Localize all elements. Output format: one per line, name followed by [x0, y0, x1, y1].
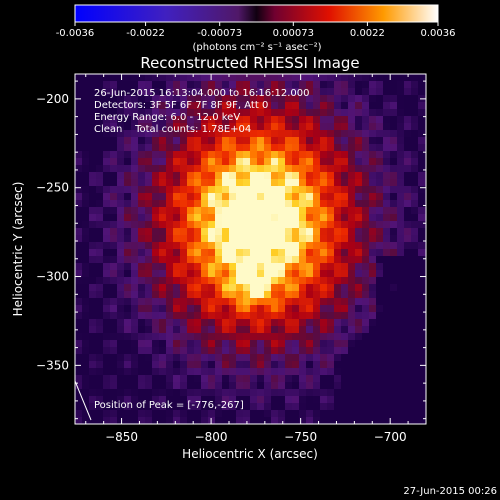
annotation-energy-range: Energy Range: 6.0 - 12.0 keV: [94, 112, 240, 123]
colorbar-tick-label: 0.0022: [350, 28, 385, 39]
colorbar-tick-label: -0.00073: [197, 28, 242, 39]
x-tick-label: −800: [195, 430, 228, 444]
colorbar-tick-label: 0.0036: [421, 28, 456, 39]
footer-timestamp: 27-Jun-2015 00:26: [403, 486, 497, 497]
annotation-clean-counts: Clean Total counts: 1.78E+04: [94, 124, 251, 135]
plot-frame: [74, 73, 427, 425]
annotation-detectors: Detectors: 3F 5F 6F 7F 8F 9F, Att 0: [94, 100, 268, 111]
annotation-peak-position: Position of Peak = [-776,-267]: [94, 400, 244, 411]
x-axis-label: Heliocentric X (arcsec): [182, 447, 318, 461]
y-tick-label: −350: [36, 358, 69, 372]
heatmap-image: [75, 74, 426, 424]
colorbar-unit-label: (photons cm⁻² s⁻¹ asec⁻²): [192, 42, 321, 53]
axes: −850 −800 −750 −700 −200 −250 −300 −350: [36, 74, 426, 444]
y-axis-label: Heliocentric Y (arcsec): [11, 182, 25, 317]
x-tick-label: −700: [374, 430, 407, 444]
colorbar: [74, 4, 439, 23]
annotation-time-range: 26-Jun-2015 16:13:04.000 to 16:16:12.000: [94, 88, 310, 99]
colorbar-tick-label: -0.0022: [126, 28, 165, 39]
chart-title: Reconstructed RHESSI Image: [140, 54, 359, 72]
y-tick-label: −300: [36, 270, 69, 284]
x-tick-label: −850: [105, 430, 138, 444]
x-tick-label: −750: [284, 430, 317, 444]
y-tick-label: −250: [36, 181, 69, 195]
colorbar-ticks: -0.0036 -0.0022 -0.00073 0.00073 0.0022 0.003…: [56, 22, 456, 39]
colorbar-tick-label: -0.0036: [56, 28, 95, 39]
solar-limb-line: [74, 380, 92, 421]
y-tick-label: −200: [36, 92, 69, 106]
colorbar-tick-label: 0.00073: [273, 28, 314, 39]
